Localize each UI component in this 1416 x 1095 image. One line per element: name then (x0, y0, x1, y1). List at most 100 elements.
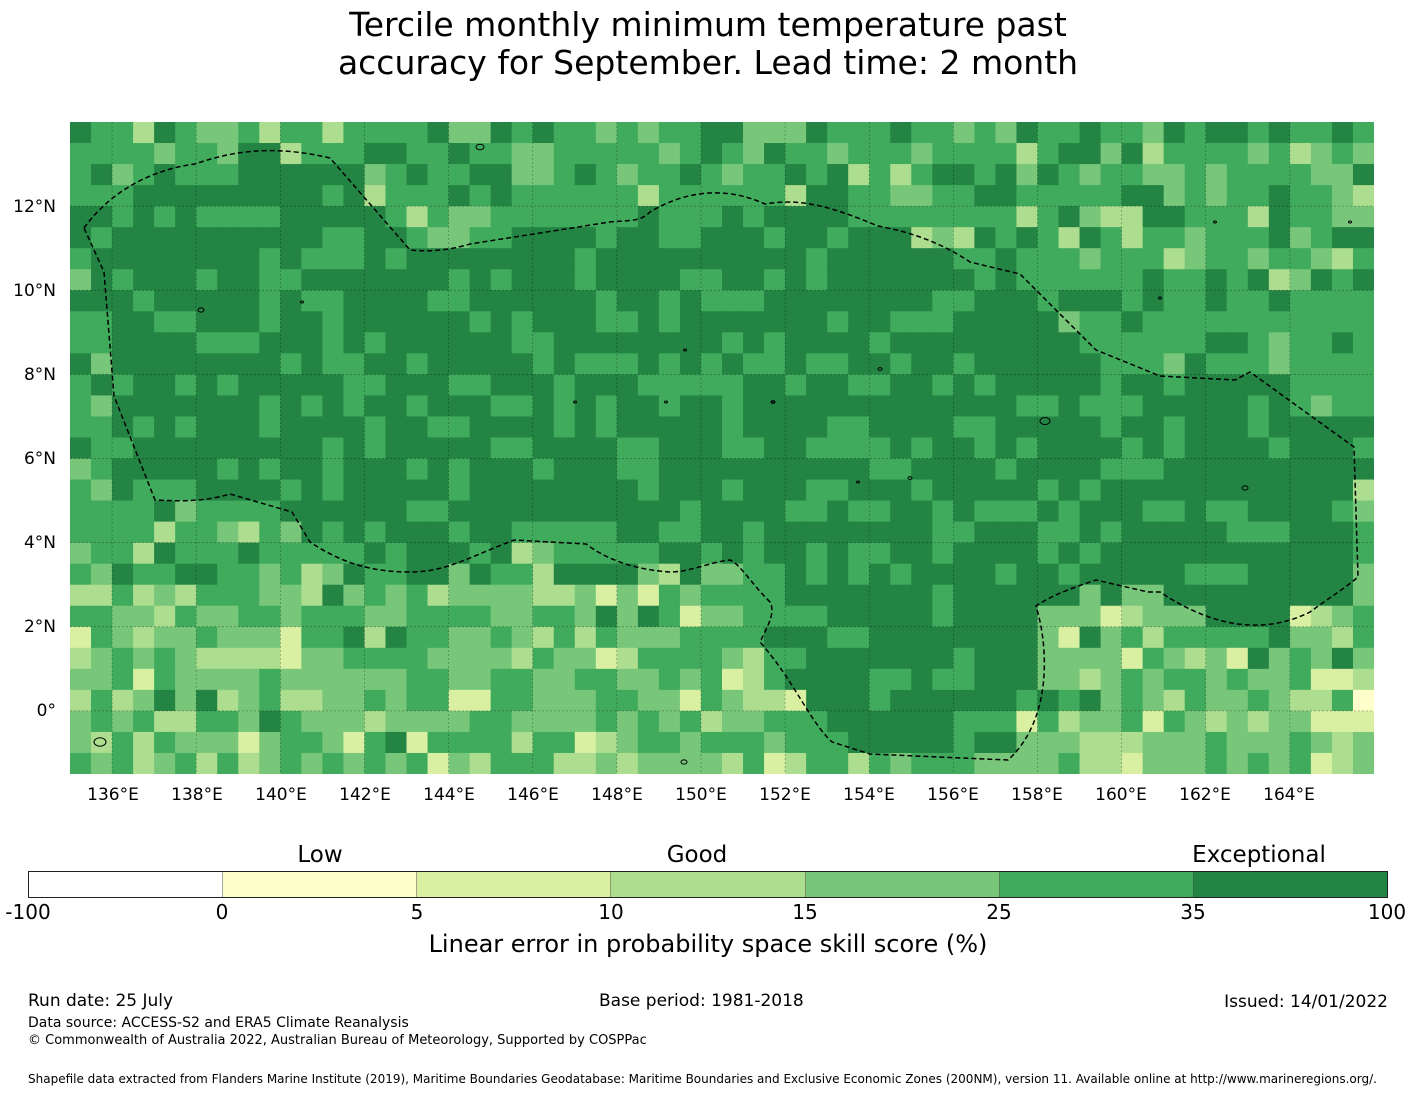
map-cell (1226, 206, 1249, 228)
map-cell (764, 752, 786, 774)
map-cell (806, 479, 828, 502)
map-cell (890, 290, 912, 312)
map-cell (406, 521, 429, 544)
map-cell (112, 164, 134, 186)
map-cell (1247, 248, 1270, 270)
map-cell (91, 689, 113, 712)
map-cell (406, 395, 429, 417)
map-cell (175, 500, 197, 523)
map-cell (427, 500, 450, 523)
map-cell (848, 185, 870, 207)
map-cell (637, 248, 660, 270)
map-cell (70, 185, 92, 207)
map-cell (196, 143, 218, 165)
map-cell (1079, 185, 1102, 207)
map-cell (1289, 248, 1312, 270)
map-cell (1163, 290, 1186, 312)
map-cell (553, 332, 576, 354)
map-cell (1037, 626, 1060, 649)
map-cell (953, 374, 975, 396)
map-cell (700, 668, 723, 691)
map-cell (848, 521, 870, 544)
map-cell (995, 437, 1017, 460)
map-cell (911, 206, 933, 228)
map-cell (154, 374, 176, 396)
map-cell (911, 248, 933, 270)
map-cell (848, 479, 870, 502)
map-cell (764, 668, 786, 691)
map-cell (532, 374, 555, 396)
map-cell (637, 143, 660, 165)
map-cell (869, 290, 891, 312)
map-cell (1163, 605, 1186, 628)
map-cell (154, 647, 176, 670)
map-cell (1268, 290, 1291, 312)
map-cell (364, 185, 386, 207)
map-cell (827, 269, 849, 291)
map-cell (112, 521, 134, 544)
map-cell (427, 458, 450, 481)
map-cell (1163, 563, 1186, 586)
map-cell (595, 353, 618, 375)
map-cell (196, 500, 218, 523)
map-cell (280, 143, 302, 165)
map-cell (764, 416, 786, 438)
map-cell (974, 143, 996, 165)
colorbar-label: Linear error in probability space skill … (428, 930, 988, 958)
map-cell (1205, 626, 1228, 649)
map-cell (280, 332, 302, 354)
map-cell (112, 689, 134, 712)
map-cell (91, 206, 113, 228)
map-cell (616, 374, 639, 396)
map-cell (637, 227, 660, 249)
map-cell (154, 227, 176, 249)
map-cell (1310, 458, 1333, 481)
map-cell (785, 164, 807, 186)
map-cell (1226, 731, 1249, 754)
map-cell (511, 332, 534, 354)
map-cell (743, 605, 765, 628)
map-cell (1205, 122, 1228, 144)
map-cell (553, 584, 576, 607)
map-cell (511, 605, 534, 628)
map-title: Tercile monthly minimum temperature past… (0, 6, 1416, 82)
map-cell (112, 395, 134, 417)
map-cell (91, 395, 113, 417)
map-cell (1310, 689, 1333, 712)
map-cell (1142, 731, 1165, 754)
map-cell (932, 248, 954, 270)
map-cell (1037, 458, 1060, 481)
colorbar (28, 871, 1388, 898)
map-cell (1247, 605, 1270, 628)
map-cell (658, 143, 681, 165)
map-cell (238, 479, 260, 502)
map-cell (1037, 374, 1060, 396)
map-cell (848, 668, 870, 691)
map-cell (511, 269, 534, 291)
map-cell (869, 437, 891, 460)
map-cell (953, 626, 975, 649)
map-cell (469, 374, 492, 396)
map-cell (700, 269, 723, 291)
map-cell (1331, 143, 1354, 165)
map-cell (364, 227, 386, 249)
map-cell (1037, 437, 1060, 460)
map-cell (280, 668, 302, 691)
map-cell (1016, 122, 1038, 144)
map-cell (890, 332, 912, 354)
map-cell (869, 248, 891, 270)
map-cell (806, 269, 828, 291)
map-cell (406, 752, 429, 774)
map-cell (259, 479, 281, 502)
lat-label-12n: 12°N (13, 197, 56, 217)
map-cell (827, 689, 849, 712)
map-cell (112, 647, 134, 670)
map-cell (911, 689, 933, 712)
map-cell (995, 269, 1017, 291)
map-cell (1331, 584, 1354, 607)
map-cell (595, 752, 618, 774)
map-cell (1184, 332, 1207, 354)
map-cell (827, 416, 849, 438)
island-outline (683, 348, 687, 352)
map-cell (133, 752, 155, 774)
